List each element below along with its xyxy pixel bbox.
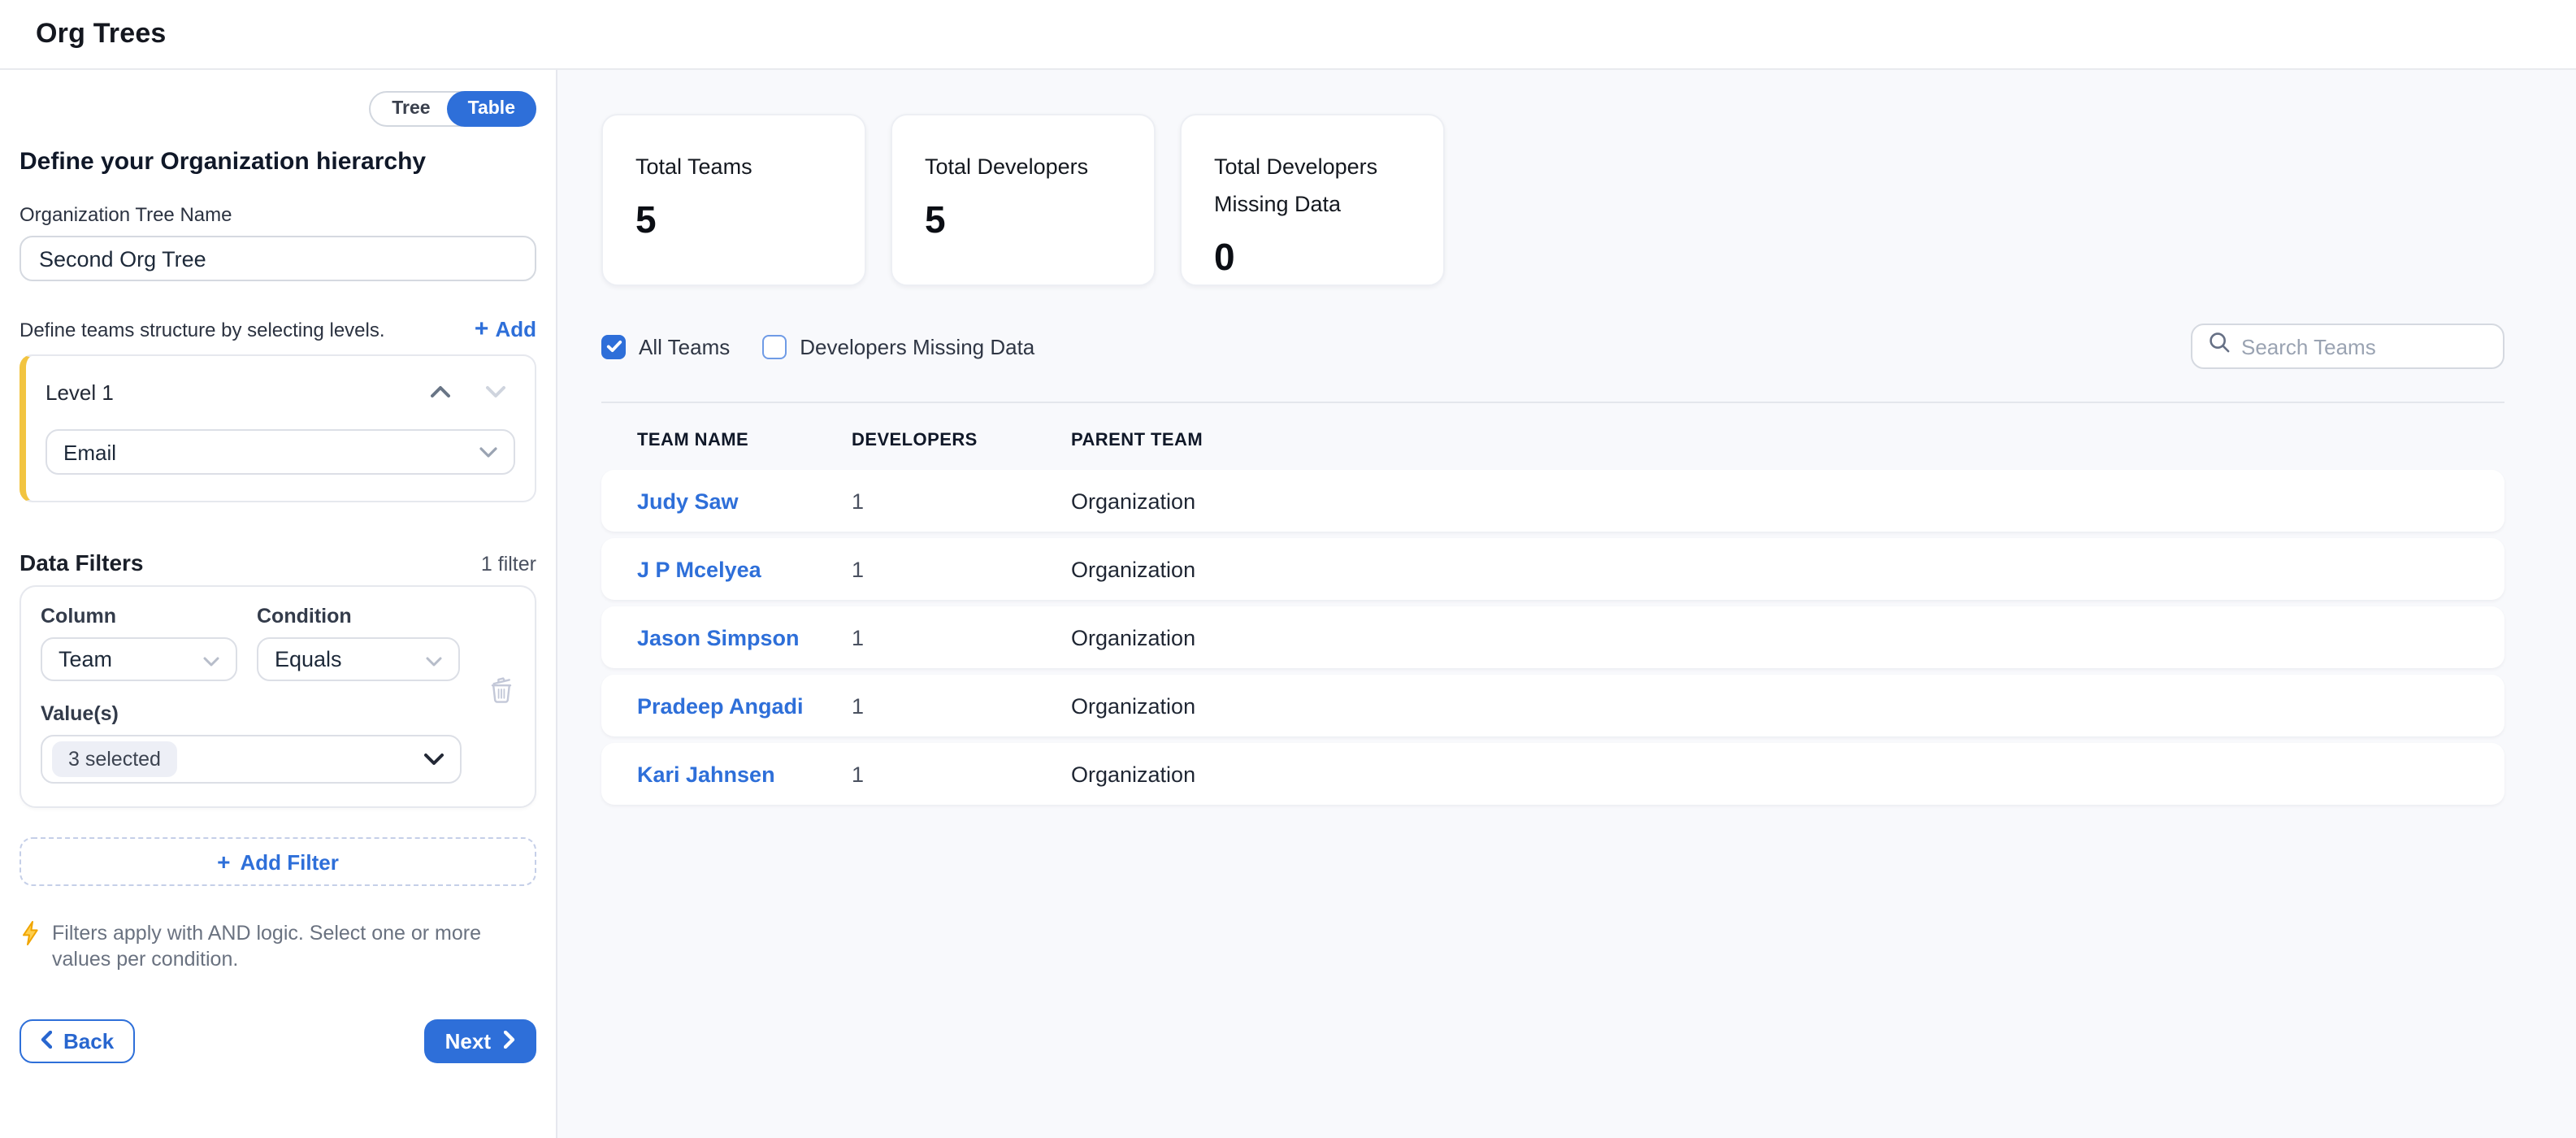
- stat-label: Total Developers: [925, 154, 1089, 179]
- table-body: Judy Saw 1 Organization J P Mcelyea 1 Or…: [601, 470, 2504, 805]
- condition-value: Equals: [275, 647, 342, 671]
- table-row[interactable]: Judy Saw 1 Organization: [601, 470, 2504, 532]
- level-title: Level 1: [46, 380, 114, 404]
- developers-count: 1: [852, 557, 865, 581]
- table-header: TEAM NAME DEVELOPERS PARENT TEAM: [601, 431, 2504, 450]
- table-row[interactable]: J P Mcelyea 1 Organization: [601, 538, 2504, 600]
- search-teams-input[interactable]: [2241, 334, 2527, 358]
- plus-icon: +: [474, 315, 489, 343]
- all-teams-checkbox[interactable]: All Teams: [601, 334, 730, 358]
- checkbox-label: Developers Missing Data: [800, 334, 1035, 358]
- search-icon: [2209, 332, 2230, 361]
- next-button[interactable]: Next: [423, 1019, 536, 1062]
- lightning-icon: [20, 920, 41, 954]
- chevron-down-icon[interactable]: [486, 377, 505, 406]
- developers-count: 1: [852, 693, 865, 718]
- parent-team: Organization: [1071, 557, 1196, 581]
- stat-value: 5: [635, 198, 657, 241]
- condition-label: Condition: [257, 605, 352, 628]
- add-filter-label: Add Filter: [240, 849, 339, 874]
- parent-team: Organization: [1071, 762, 1196, 786]
- search-teams-box[interactable]: [2191, 324, 2527, 369]
- team-name-link[interactable]: Judy Saw: [637, 489, 739, 513]
- filter-card: Column Team Condition Equals: [20, 585, 536, 808]
- level-column-select[interactable]: Email: [46, 429, 515, 475]
- team-name-link[interactable]: Kari Jahnsen: [637, 762, 775, 786]
- add-level-button[interactable]: + Add: [475, 317, 536, 341]
- toggle-table[interactable]: Table: [446, 91, 536, 127]
- team-name-link[interactable]: Pradeep Angadi: [637, 693, 804, 718]
- table-row[interactable]: Pradeep Angadi 1 Organization: [601, 675, 2504, 736]
- team-name-link[interactable]: J P Mcelyea: [637, 557, 761, 581]
- stat-card-developers-missing-data: Total Developers Missing Data 0: [1180, 114, 1445, 286]
- divider: [601, 402, 2504, 403]
- tree-name-label: Organization Tree Name: [20, 203, 232, 226]
- developers-missing-data-checkbox[interactable]: Developers Missing Data: [762, 334, 1034, 358]
- trash-icon[interactable]: [489, 676, 514, 712]
- back-label: Back: [63, 1028, 115, 1053]
- toggle-tree[interactable]: Tree: [392, 99, 431, 119]
- chevron-down-icon: [426, 645, 442, 674]
- developers-count: 1: [852, 489, 865, 513]
- levels-instruction: Define teams structure by selecting leve…: [20, 318, 385, 341]
- stat-card-total-developers: Total Developers 5: [891, 114, 1156, 286]
- level-card: Level 1 Email: [20, 354, 536, 502]
- chevron-up-icon[interactable]: [431, 377, 450, 406]
- stat-label: Total Developers Missing Data: [1214, 154, 1378, 216]
- parent-team: Organization: [1071, 625, 1196, 649]
- stat-value: 5: [925, 198, 946, 241]
- add-filter-button[interactable]: + Add Filter: [20, 837, 536, 886]
- main-content: Total Teams 5 Total Developers 5 Total D…: [557, 70, 2576, 1138]
- stat-value: 0: [1214, 236, 1235, 278]
- add-level-label: Add: [495, 317, 536, 341]
- chevron-down-icon: [203, 645, 219, 674]
- filter-count: 1 filter: [480, 553, 536, 576]
- checkbox-box[interactable]: [601, 334, 626, 358]
- stat-label: Total Teams: [635, 154, 752, 179]
- table-row[interactable]: Jason Simpson 1 Organization: [601, 606, 2504, 668]
- values-label: Value(s): [41, 702, 119, 725]
- condition-select[interactable]: Equals: [257, 637, 460, 681]
- view-toggle[interactable]: Tree Table: [369, 91, 536, 127]
- values-select[interactable]: 3 selected: [41, 735, 462, 784]
- chevron-right-icon: [503, 1028, 515, 1053]
- developers-count: 1: [852, 762, 865, 786]
- checkbox-label: All Teams: [639, 334, 731, 358]
- level-column-value: Email: [63, 440, 117, 464]
- back-button[interactable]: Back: [20, 1019, 136, 1062]
- col-header-team-name: TEAM NAME: [637, 431, 749, 450]
- page-title: Org Trees: [36, 18, 167, 49]
- check-icon: [605, 340, 622, 353]
- team-name-link[interactable]: Jason Simpson: [637, 625, 800, 649]
- stat-cards: Total Teams 5 Total Developers 5 Total D…: [601, 114, 2504, 286]
- checkbox-box[interactable]: [762, 334, 787, 358]
- col-header-parent-team: PARENT TEAM: [1071, 431, 1203, 450]
- next-label: Next: [445, 1028, 491, 1053]
- chevron-down-icon: [424, 745, 444, 774]
- stat-card-total-teams: Total Teams 5: [601, 114, 866, 286]
- filters-note: Filters apply with AND logic. Select one…: [52, 922, 481, 971]
- top-bar: Org Trees: [0, 0, 2576, 70]
- table-row[interactable]: Kari Jahnsen 1 Organization: [601, 743, 2504, 805]
- parent-team: Organization: [1071, 489, 1196, 513]
- developers-count: 1: [852, 625, 865, 649]
- parent-team: Organization: [1071, 693, 1196, 718]
- column-value: Team: [59, 647, 113, 671]
- data-filters-heading: Data Filters: [20, 549, 144, 576]
- col-header-developers: DEVELOPERS: [852, 431, 978, 450]
- sidebar: Tree Table Define your Organization hier…: [0, 70, 557, 1138]
- sidebar-heading: Define your Organization hierarchy: [20, 148, 427, 176]
- chevron-left-icon: [41, 1028, 53, 1053]
- plus-icon: +: [217, 849, 231, 875]
- column-select[interactable]: Team: [41, 637, 237, 681]
- selected-values-chip: 3 selected: [52, 741, 177, 777]
- column-label: Column: [41, 605, 117, 628]
- chevron-down-icon: [479, 437, 497, 467]
- tree-name-input[interactable]: [20, 236, 536, 281]
